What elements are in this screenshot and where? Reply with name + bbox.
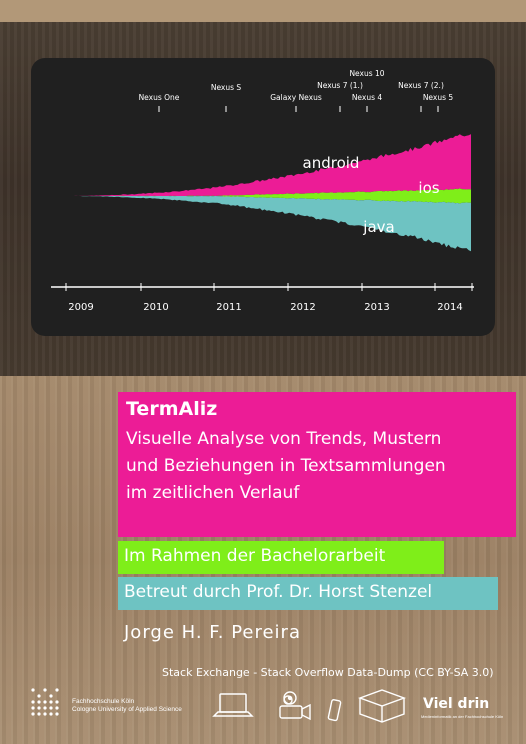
device-annotation-label: Nexus One [139,93,180,102]
author-name: Jorge H. F. Pereira [124,622,301,643]
wood-top-band [0,0,526,22]
context-box: Im Rahmen der Bachelorarbeit [118,541,444,574]
brand-logo: Viel drin [423,696,490,712]
supervisor-text: Betreut durch Prof. Dr. Horst Stenzel [124,582,433,602]
poster-subtitle: Visuelle Analyse von Trends, Mustern und… [126,426,512,507]
x-tick-label: 2011 [216,302,241,313]
chart-canvas: android ios java 2009 2010 2011 2012 2013 2014 Ne… [51,69,474,313]
series-android-area [67,134,471,196]
video-camera-icon [279,695,311,721]
x-tick-label: 2012 [290,302,315,313]
device-annotation-label: Nexus 7 (2.) [398,81,444,90]
series-label-android: android [303,154,360,172]
device-annotation-label: Galaxy Nexus [270,93,322,102]
x-tick-label: 2013 [364,302,389,313]
x-tick-label: 2009 [68,302,93,313]
university-name: Fachhochschule Köln Cologne University o… [72,698,182,714]
subtitle-line: und Beziehungen in Textsammlungen [126,456,446,476]
context-text: Im Rahmen der Bachelorarbeit [124,546,386,566]
brand-subtitle: Medieninformatik an der Fachhochschule K… [421,714,504,719]
supervisor-box: Betreut durch Prof. Dr. Horst Stenzel [118,577,498,610]
x-tick-label: 2014 [437,302,462,313]
laptop-icon [212,693,254,717]
series-label-ios: ios [418,179,439,197]
university-logo-icon [31,688,59,716]
university-line: Fachhochschule Köln [72,698,135,705]
film-reel-icon [283,691,297,705]
subtitle-line: Visuelle Analyse von Trends, Mustern [126,429,442,449]
data-source: Stack Exchange - Stack Overflow Data-Dum… [162,666,494,679]
series-label-java: java [362,218,394,236]
footer-icons [212,689,407,723]
device-annotation-label: Nexus S [211,83,242,92]
title-box: TermAliz Visuelle Analyse von Trends, Mu… [118,392,516,537]
device-annotation-label: Nexus 4 [352,93,383,102]
device-annotation-label: Nexus 10 [349,69,384,78]
streamgraph-chart: android ios java 2009 2010 2011 2012 2013 2014 Ne… [31,58,495,336]
box-icon [357,689,407,723]
device-annotation-label: Nexus 7 (1.) [317,81,363,90]
subtitle-line: im zeitlichen Verlauf [126,483,300,503]
phone-icon [327,699,342,722]
poster-title: TermAliz [126,398,218,420]
device-annotation-label: Nexus 5 [423,93,454,102]
x-tick-label: 2010 [143,302,168,313]
series-java-area [67,196,471,252]
university-line: Cologne University of Applied Science [72,706,182,713]
